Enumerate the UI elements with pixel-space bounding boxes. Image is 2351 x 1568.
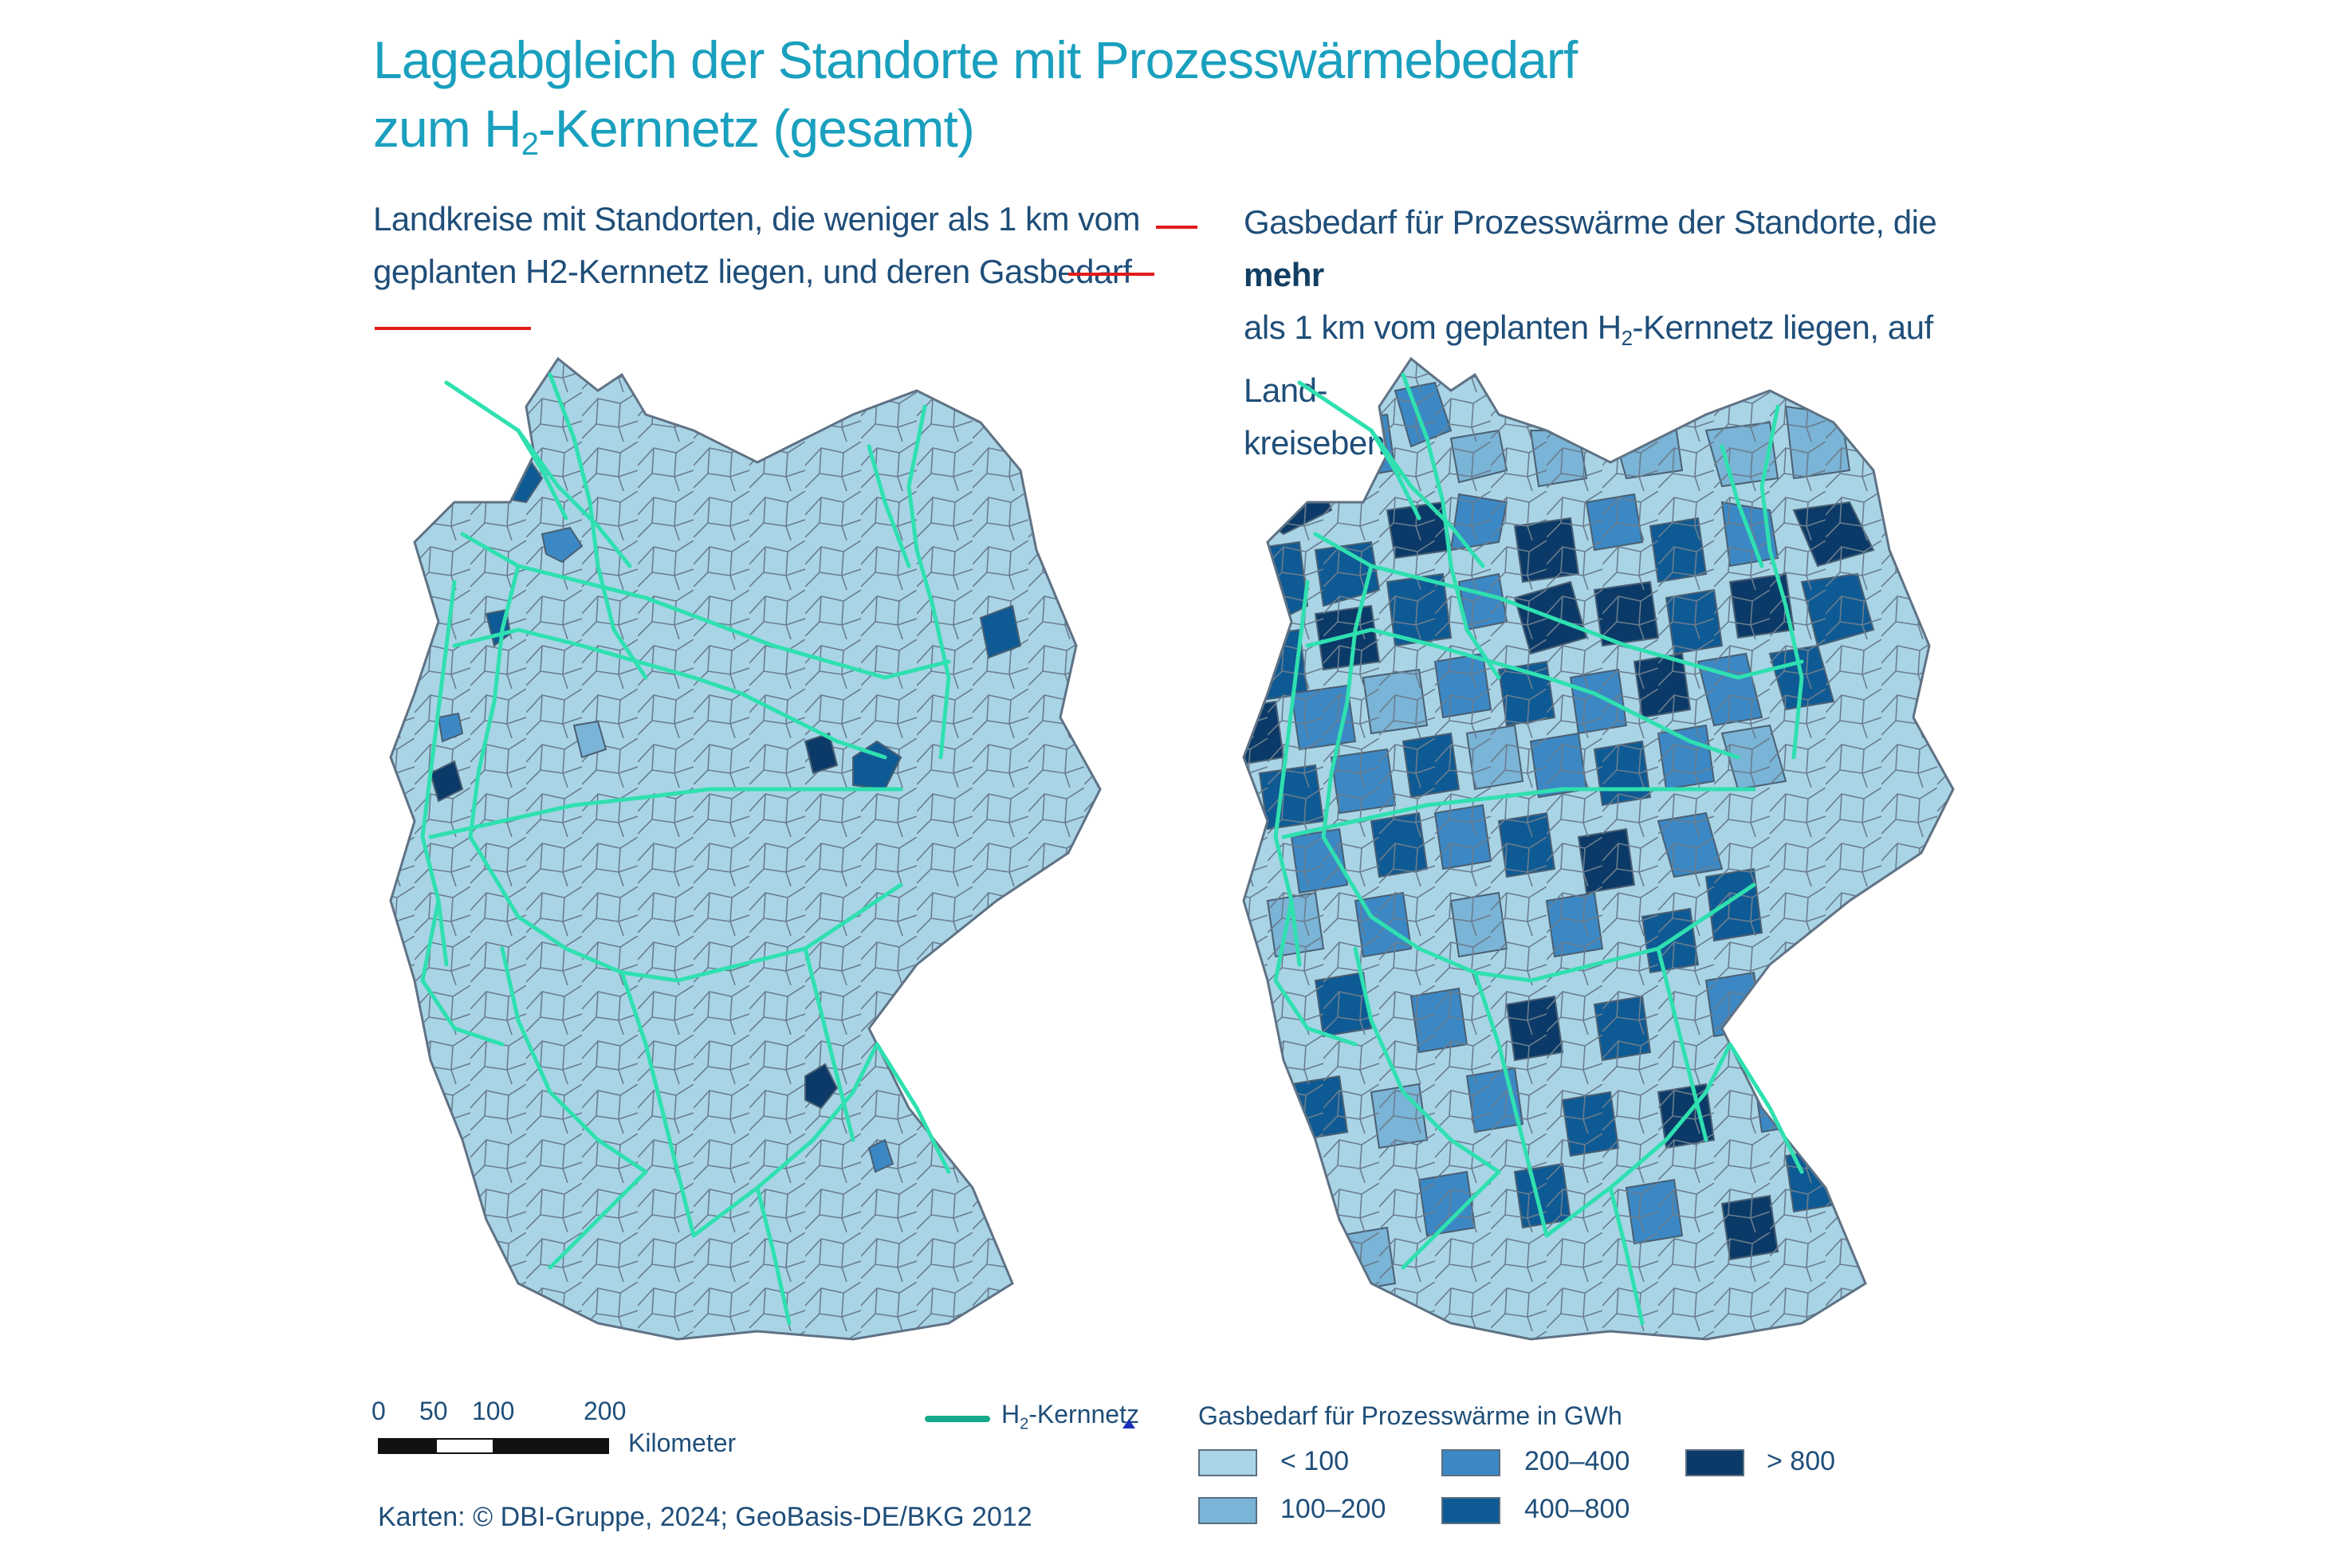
legend-label-gt800: > 800 xyxy=(1767,1446,1836,1476)
legend-swatch-gt800 xyxy=(1685,1449,1744,1476)
legend-label-100-200: 100–200 xyxy=(1280,1494,1386,1524)
district-borders-left xyxy=(391,359,1100,1339)
germany-outline-left xyxy=(389,356,1102,1341)
legend-swatch-100-200 xyxy=(1198,1497,1257,1524)
h2-network-left xyxy=(420,372,951,1326)
germany-map-right xyxy=(1242,356,1955,1341)
district-dark-9 xyxy=(804,1063,839,1110)
red-mark-1 xyxy=(1156,226,1197,229)
district-dark-8 xyxy=(437,712,464,743)
district-dark-2 xyxy=(541,526,584,564)
demand-legend-title: Gasbedarf für Prozesswärme in GWh xyxy=(1198,1401,1622,1430)
scale-segment-1 xyxy=(378,1438,437,1454)
legend-label-200-400: 200–400 xyxy=(1524,1446,1630,1476)
legend-label-400-800: 400–800 xyxy=(1524,1494,1630,1524)
red-mark-3 xyxy=(375,327,531,330)
legend-label-lt100: < 100 xyxy=(1280,1446,1350,1476)
scale-segment-3 xyxy=(493,1438,609,1454)
district-dark-7 xyxy=(429,760,464,803)
scale-tick-0: 0 xyxy=(372,1397,386,1425)
germany-outline-right xyxy=(1242,356,1955,1341)
scale-tick-200: 200 xyxy=(584,1397,627,1425)
right-map-subtitle: Gasbedarf für Prozesswärme der Standorte… xyxy=(1244,196,2025,470)
district-dark-4 xyxy=(979,604,1022,659)
right-subtitle-line-1: Gasbedarf für Prozesswärme der Standorte… xyxy=(1244,203,1937,293)
left-map-subtitle: Landkreise mit Standorten, die weniger a… xyxy=(373,193,1226,298)
left-subtitle-line-1: Landkreise mit Standorten, die weniger a… xyxy=(373,200,1140,238)
district-dark-6 xyxy=(804,732,839,775)
legend-swatch-200-400 xyxy=(1441,1449,1500,1476)
h2-network-right xyxy=(1273,372,1804,1326)
h2-network-legend-label: H2-Kernnetz xyxy=(1001,1400,1139,1433)
scale-segment-2 xyxy=(435,1438,494,1454)
source-credit: Karten: © DBI-Gruppe, 2024; GeoBasis-DE/… xyxy=(378,1502,1032,1532)
scale-tick-50: 50 xyxy=(419,1397,448,1425)
red-mark-2 xyxy=(1068,273,1154,276)
district-dark-11 xyxy=(867,1138,894,1173)
title-line-1: Lageabgleich der Standorte mit Prozesswä… xyxy=(373,30,1578,89)
north-arrow-icon xyxy=(1122,1419,1135,1428)
page-title: Lageabgleich der Standorte mit Prozesswä… xyxy=(373,26,1578,179)
district-borders-right xyxy=(1244,359,1953,1339)
legend-swatch-400-800 xyxy=(1441,1497,1500,1524)
right-subtitle-line-2: als 1 km vom geplanten H2-Kernnetz liege… xyxy=(1244,308,1933,409)
left-subtitle-line-2: geplanten H2-Kernnetz liegen, und deren … xyxy=(373,253,1132,290)
title-line-2: zum H2-Kernnetz (gesamt) xyxy=(373,99,975,162)
germany-map-left xyxy=(389,356,1102,1341)
district-dark-5 xyxy=(852,740,902,791)
district-dark-10 xyxy=(572,720,607,759)
h2-network-legend-line xyxy=(925,1416,990,1422)
scale-tick-100: 100 xyxy=(472,1397,515,1425)
legend-swatch-lt100 xyxy=(1198,1449,1257,1476)
scale-unit-label: Kilometer xyxy=(628,1428,737,1457)
